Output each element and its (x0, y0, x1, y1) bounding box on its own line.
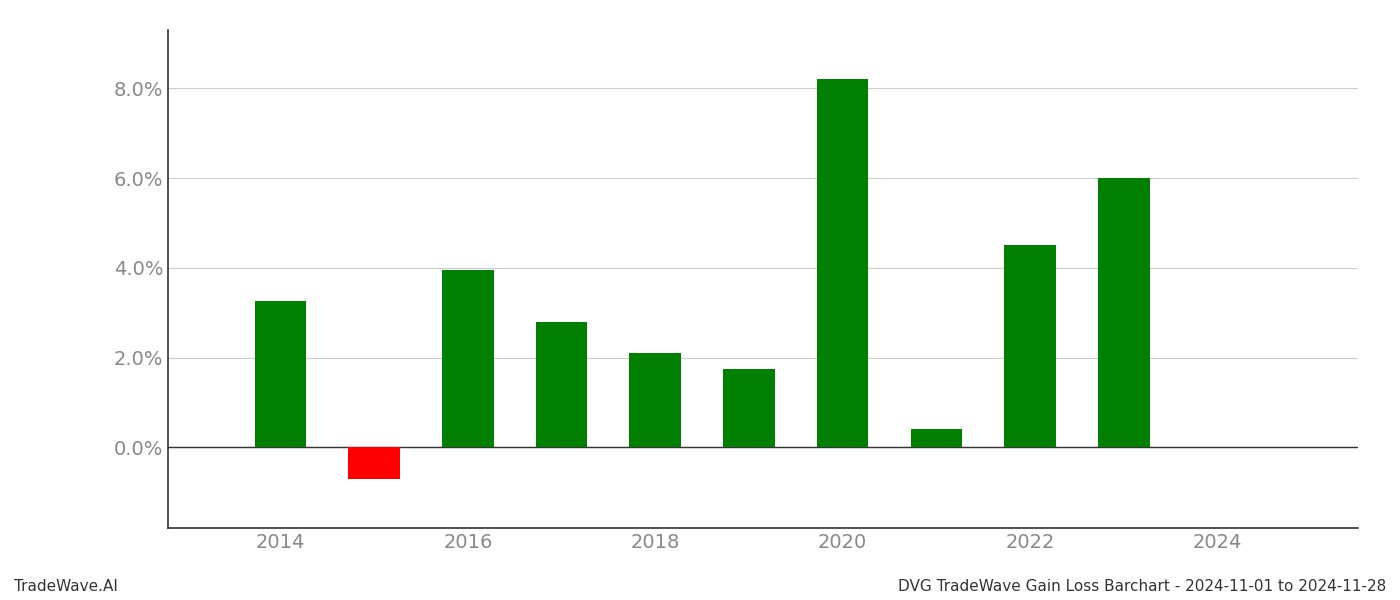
Bar (442, 270, 494, 447)
Bar (816, 79, 868, 447)
Bar (536, 322, 588, 447)
Bar (630, 353, 680, 447)
Bar (1004, 245, 1056, 447)
Bar (910, 429, 962, 447)
Bar (349, 447, 400, 479)
Text: DVG TradeWave Gain Loss Barchart - 2024-11-01 to 2024-11-28: DVG TradeWave Gain Loss Barchart - 2024-… (897, 579, 1386, 594)
Bar (1098, 178, 1149, 447)
Bar (255, 301, 307, 447)
Text: TradeWave.AI: TradeWave.AI (14, 579, 118, 594)
Bar (724, 369, 774, 447)
